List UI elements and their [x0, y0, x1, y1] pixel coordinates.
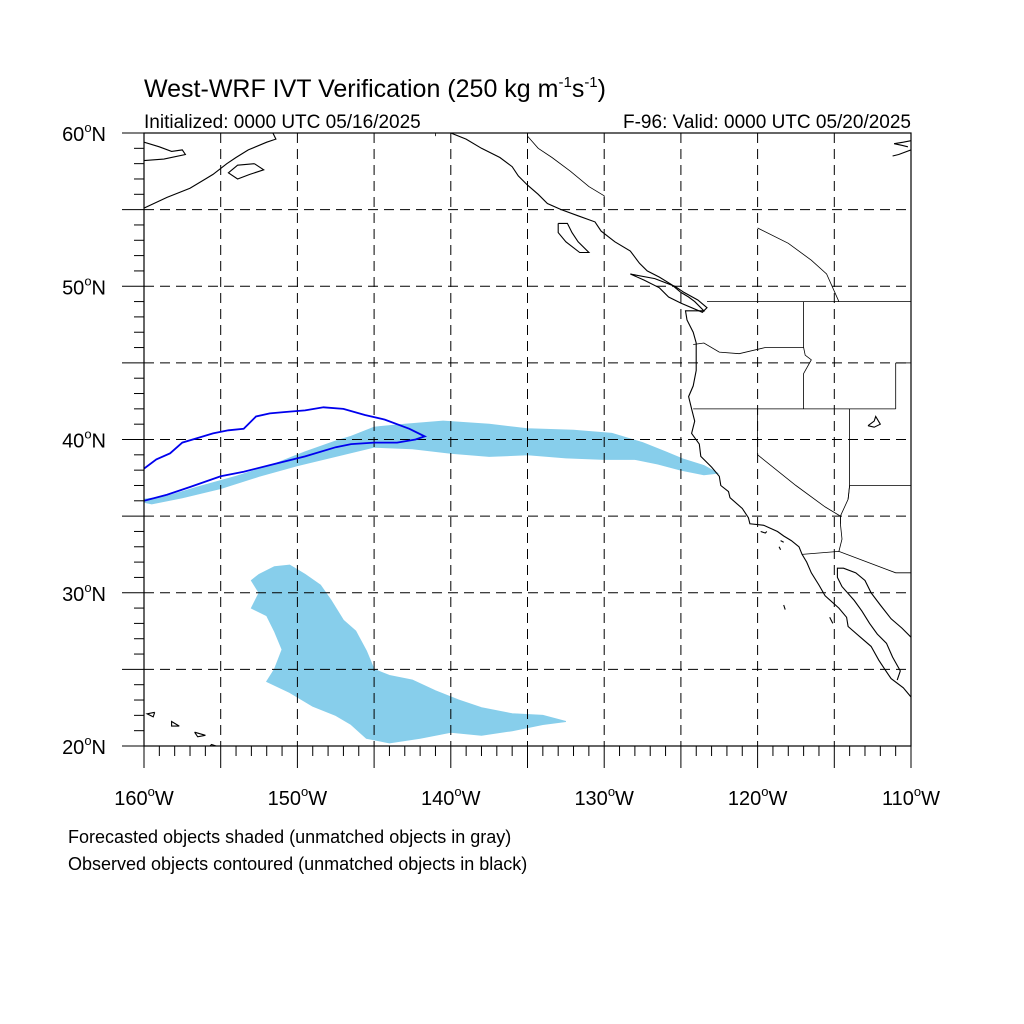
footnote-observed: Observed objects contoured (unmatched ob…: [68, 854, 527, 874]
lat-tick-label: 50oN: [62, 273, 106, 299]
coastline-segment: [836, 567, 911, 681]
border-segment: [527, 135, 605, 205]
observed-objects: [144, 406, 428, 502]
border-segment: [803, 301, 812, 409]
forecast-objects: [144, 420, 720, 744]
lon-tick-label: 130oW: [574, 784, 634, 810]
coastline-segment: [892, 149, 911, 157]
coastline-segment: [194, 731, 206, 738]
lat-tick-label: 40oN: [62, 427, 106, 453]
border-segment: [838, 485, 911, 552]
border-segment: [757, 408, 841, 524]
southern-forecast-object: [250, 564, 567, 744]
coastline-segment: [783, 604, 786, 610]
lat-tick-label: 60oN: [62, 120, 106, 146]
coastline-segment: [760, 530, 768, 534]
lon-tick-label: 120oW: [728, 784, 788, 810]
coastlines: [144, 133, 911, 746]
coastline-segment: [780, 540, 784, 543]
longitude-labels: 160oW 150oW 140oW 130oW 120oW 110oW: [114, 784, 940, 810]
lat-tick-label: 30oN: [62, 580, 106, 606]
map-title: West-WRF IVT Verification (250 kg m-1s-1…: [144, 74, 606, 103]
coastline-segment: [145, 711, 156, 718]
coastline-segment: [144, 133, 277, 209]
lon-tick-label: 140oW: [421, 784, 481, 810]
initialized-label: Initialized: 0000 UTC 05/16/2025: [144, 112, 421, 133]
political-borders: [435, 133, 911, 574]
coastline-segment: [171, 720, 180, 727]
coastline-segment: [893, 140, 911, 148]
valid-label: F-96: Valid: 0000 UTC 05/20/2025: [623, 112, 911, 133]
observed-contour: [144, 406, 428, 502]
lon-tick-label: 110oW: [882, 784, 940, 810]
lat-tick-label: 20oN: [62, 733, 106, 759]
border-segment: [757, 227, 840, 302]
coastline-segment: [227, 163, 265, 180]
latitude-labels: 60oN 50oN 40oN 30oN 20oN: [62, 120, 106, 759]
coastline-segment: [867, 415, 882, 428]
lon-tick-label: 160oW: [114, 784, 174, 810]
coastline-segment: [778, 546, 782, 551]
coastline-segment: [144, 141, 187, 162]
coastline-segment: [557, 222, 591, 254]
axis-ticks: [122, 132, 912, 768]
border-segment: [802, 550, 911, 574]
coastline-segment: [630, 273, 708, 313]
coastline-segment: [829, 617, 834, 624]
footnote-forecast: Forecasted objects shaded (unmatched obj…: [68, 827, 511, 847]
northern-forecast-object: [144, 420, 720, 505]
border-segment: [693, 342, 804, 355]
lon-tick-label: 150oW: [268, 784, 328, 810]
coastline-segment: [209, 743, 218, 746]
coastline-segment: [450, 133, 911, 698]
map-layers: [144, 133, 911, 746]
graticule: [144, 133, 911, 746]
